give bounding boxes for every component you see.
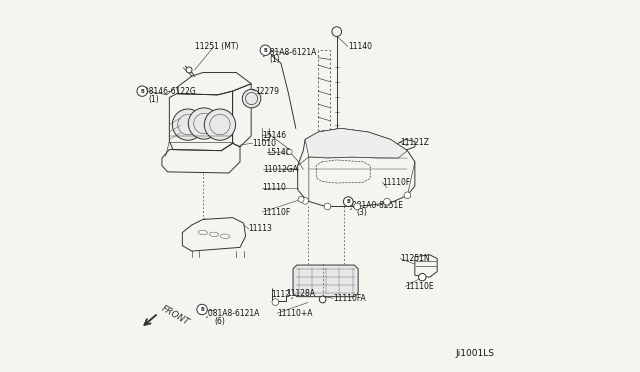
Text: 11113: 11113: [248, 224, 273, 233]
Text: 11110: 11110: [262, 183, 286, 192]
Text: L5148: L5148: [267, 148, 291, 157]
Circle shape: [302, 198, 308, 204]
Text: ¸08146-6122G: ¸08146-6122G: [141, 87, 196, 96]
Text: ¸081A0-8251E: ¸081A0-8251E: [349, 200, 404, 209]
Text: (6): (6): [214, 317, 225, 326]
Text: 11110FA: 11110FA: [333, 294, 366, 303]
Circle shape: [354, 203, 360, 210]
Circle shape: [243, 89, 261, 108]
Text: 11251 (MT): 11251 (MT): [195, 42, 239, 51]
Circle shape: [404, 192, 411, 199]
Circle shape: [383, 199, 390, 206]
Circle shape: [137, 86, 147, 96]
Polygon shape: [305, 128, 408, 158]
Circle shape: [298, 196, 304, 202]
Text: 11121Z: 11121Z: [400, 138, 429, 147]
Text: 12279: 12279: [255, 87, 279, 96]
Text: 11140: 11140: [348, 42, 372, 51]
Text: 11110E: 11110E: [406, 282, 434, 291]
Polygon shape: [293, 265, 358, 297]
Circle shape: [287, 149, 292, 154]
Text: 15146: 15146: [262, 131, 287, 140]
Circle shape: [197, 304, 207, 315]
Circle shape: [319, 296, 326, 303]
Text: B: B: [264, 48, 267, 53]
Circle shape: [260, 45, 271, 55]
Text: B: B: [346, 199, 350, 204]
Circle shape: [204, 109, 236, 140]
Text: FRONT: FRONT: [159, 304, 191, 327]
Text: ¸081A8-6121A: ¸081A8-6121A: [205, 309, 260, 318]
Circle shape: [188, 108, 220, 139]
Text: (3): (3): [356, 208, 367, 217]
Text: Ji1001LS: Ji1001LS: [456, 349, 495, 358]
Text: 11110F: 11110F: [383, 178, 411, 187]
Text: 1112¸: 1112¸: [271, 289, 294, 298]
Text: 11128A: 11128A: [286, 289, 315, 298]
Circle shape: [186, 67, 192, 73]
Text: 11110F: 11110F: [262, 208, 291, 217]
Text: ¸081A8-6121A: ¸081A8-6121A: [262, 47, 317, 56]
Circle shape: [272, 299, 278, 305]
Text: B: B: [200, 307, 204, 312]
Text: 11010: 11010: [252, 139, 276, 148]
Text: (1): (1): [148, 95, 159, 104]
Circle shape: [383, 198, 390, 205]
Circle shape: [172, 109, 204, 140]
Circle shape: [419, 273, 426, 281]
Text: 11110+A: 11110+A: [277, 309, 313, 318]
Text: B: B: [140, 89, 144, 94]
Text: 11251N: 11251N: [400, 254, 429, 263]
Text: 11012GA: 11012GA: [264, 165, 298, 174]
Circle shape: [344, 197, 353, 206]
Text: (1): (1): [270, 55, 280, 64]
Circle shape: [324, 203, 331, 210]
